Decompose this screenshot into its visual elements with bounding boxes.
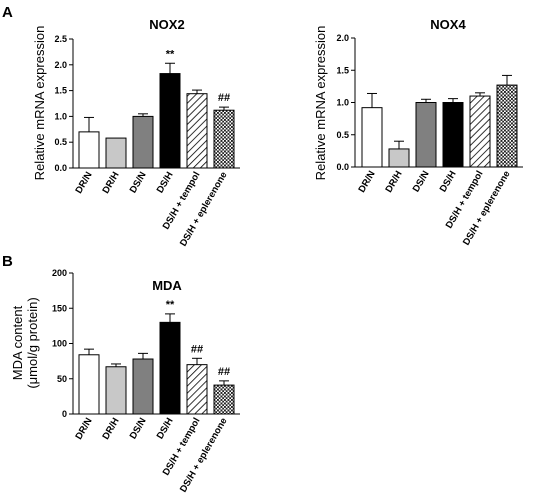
x-category-label: DR/N	[73, 170, 94, 196]
y-axis-label: MDA content	[10, 305, 25, 380]
bar	[442, 102, 464, 168]
bar	[213, 384, 235, 415]
bar	[388, 148, 410, 168]
x-category-label: DR/H	[100, 416, 121, 442]
panel-letter-b: B	[2, 253, 13, 270]
bar	[361, 107, 383, 168]
bar	[159, 73, 181, 169]
x-category-label: DR/N	[73, 416, 94, 442]
y-tick-label: 1.5	[54, 86, 67, 96]
y-tick-label: 1.5	[336, 65, 349, 75]
bar	[415, 102, 437, 168]
x-category-label: DR/H	[383, 169, 404, 195]
x-category-label: DS/H	[438, 169, 459, 194]
y-tick-label: 0.5	[54, 137, 67, 147]
bar	[105, 366, 127, 415]
significance-label: **	[166, 299, 175, 311]
x-category-label: DS/N	[128, 170, 149, 195]
x-category-label: DS/N	[411, 169, 432, 194]
bar	[78, 131, 100, 169]
y-tick-label: 200	[52, 268, 67, 278]
y-tick-label: 150	[52, 303, 67, 313]
bar	[469, 95, 491, 168]
y-tick-label: 100	[52, 339, 67, 349]
y-tick-label: 0.0	[54, 163, 67, 173]
x-category-label: DS/H	[155, 416, 176, 441]
y-tick-label: 0.0	[336, 162, 349, 172]
bar	[186, 93, 208, 169]
y-tick-label: 0	[62, 409, 67, 419]
bar	[132, 358, 154, 415]
chart-title: MDA	[152, 278, 182, 293]
y-tick-label: 2.5	[54, 34, 67, 44]
chart-title: NOX4	[430, 17, 466, 32]
bar	[213, 109, 235, 169]
nox4-chart: NOX4 Relative mRNA expression 0.0 0.5 1.0 1.5…	[313, 17, 523, 247]
x-category-label: DS/H	[155, 170, 176, 195]
significance-label: **	[166, 48, 175, 60]
significance-label: ##	[218, 92, 230, 104]
y-axis-label-unit: (μmol/g protein)	[25, 297, 40, 388]
bar	[186, 364, 208, 415]
bar	[78, 354, 100, 415]
y-tick-label: 1.0	[336, 98, 349, 108]
x-category-label: DR/N	[356, 169, 377, 195]
mda-chart: MDA MDA content (μmol/g protein) 0 50 100 150 2…	[10, 268, 240, 494]
y-tick-label: 2.0	[336, 33, 349, 43]
chart-title: NOX2	[149, 17, 184, 32]
bar	[496, 84, 518, 168]
significance-label: ##	[218, 366, 230, 378]
y-tick-label: 0.5	[336, 130, 349, 140]
y-tick-label: 1.0	[54, 111, 67, 121]
bar	[132, 115, 154, 169]
panel-letter-a: A	[2, 4, 13, 21]
y-axis-label: Relative mRNA expression	[32, 26, 47, 181]
x-category-label: DS/N	[128, 416, 149, 441]
significance-label: ##	[191, 343, 203, 355]
y-tick-label: 50	[57, 374, 67, 384]
y-tick-label: 2.0	[54, 60, 67, 70]
bar	[159, 321, 181, 415]
x-category-label: DR/H	[100, 170, 121, 196]
y-axis-label: Relative mRNA expression	[313, 26, 328, 181]
bar	[105, 137, 127, 169]
nox2-chart: NOX2 Relative mRNA expression 0.0 0.5 1.0 1.5…	[32, 17, 240, 248]
